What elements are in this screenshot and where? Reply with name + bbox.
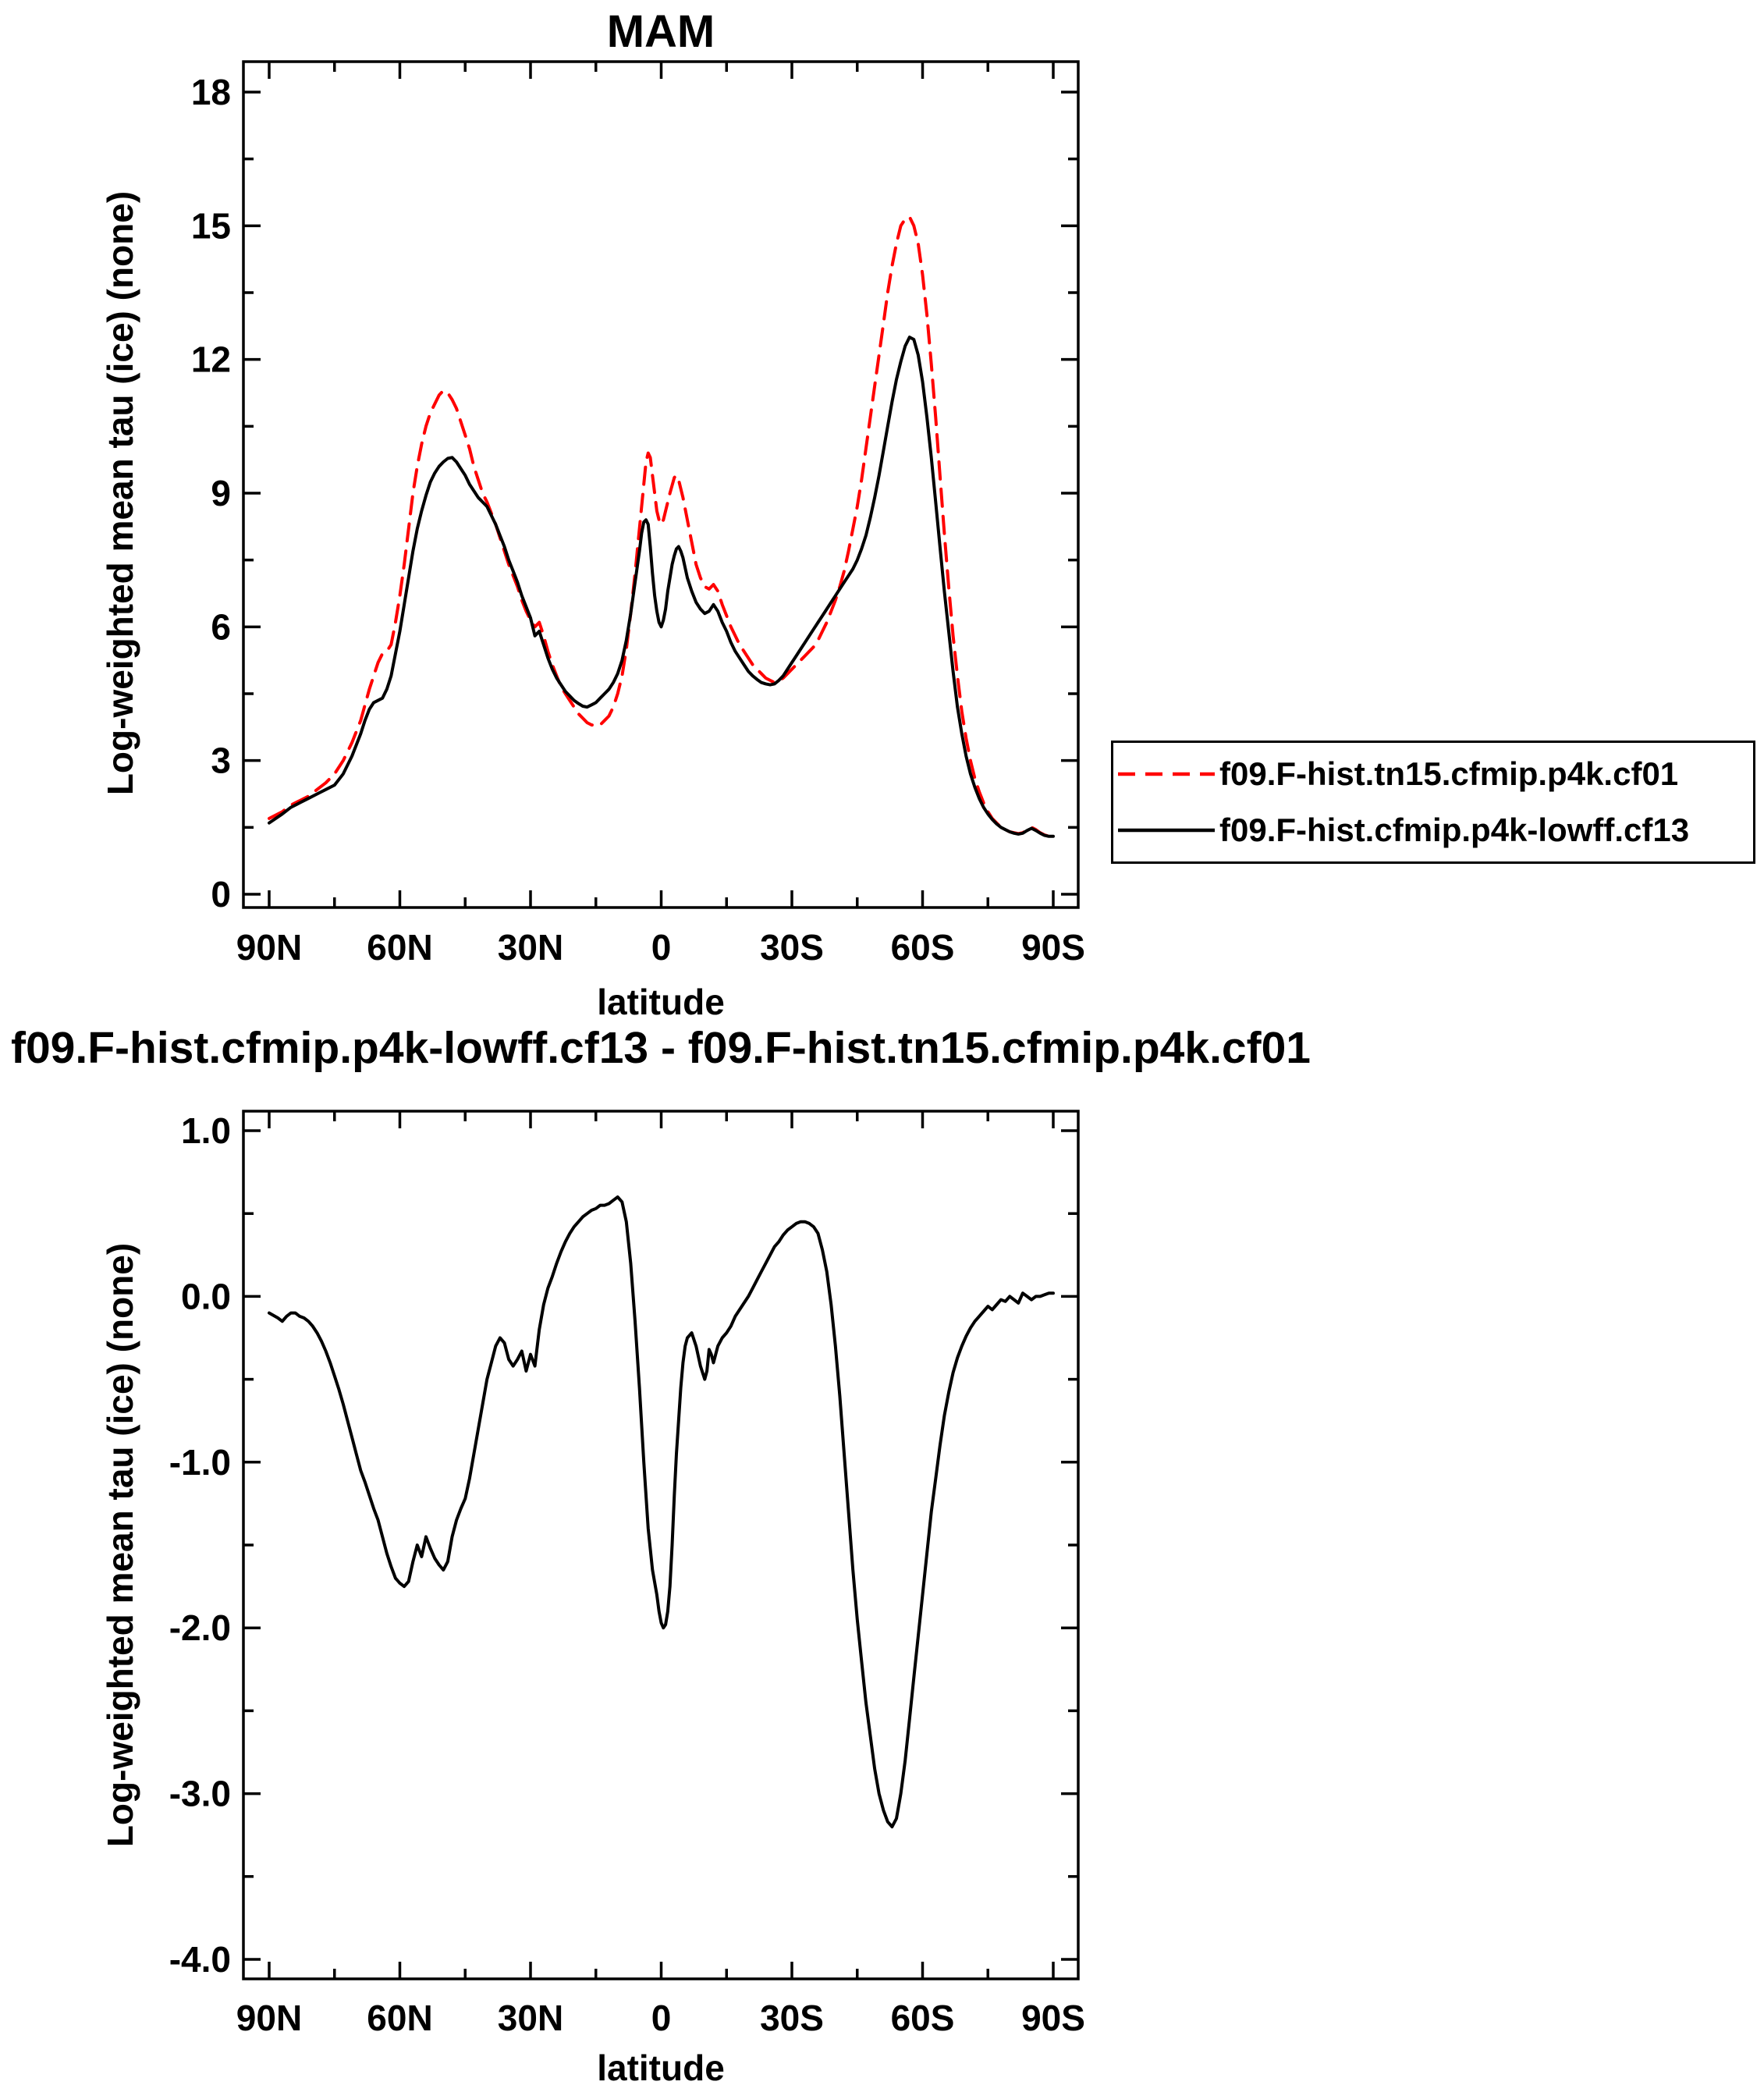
y-axis-title: Log-weighted mean tau (ice) (none) bbox=[100, 1243, 140, 1847]
y-tick-label: 18 bbox=[191, 72, 231, 112]
legend-label-cf13: f09.F-hist.cfmip.p4k-lowff.cf13 bbox=[1219, 812, 1690, 848]
difference-chart: f09.F-hist.cfmip.p4k-lowff.cf13 - f09.F-… bbox=[11, 1023, 1311, 2085]
y-axis-title: Log-weighted mean tau (ice) (none) bbox=[100, 191, 140, 795]
top-chart: MAM 90N 60N 30N 0 30S 60S 90S 0 3 6 9 12 15 18 latitude… bbox=[100, 6, 1085, 1022]
y-tick-label: 9 bbox=[211, 473, 231, 513]
legend: f09.F-hist.tn15.cfmip.p4k.cf01 f09.F-his… bbox=[1111, 741, 1755, 864]
y-tick-label: 15 bbox=[191, 205, 231, 246]
y-tick-label: -4.0 bbox=[169, 1939, 231, 1980]
x-tick-label: 0 bbox=[651, 927, 672, 968]
x-tick-label: 90N bbox=[236, 1998, 302, 2038]
x-tick-label: 30N bbox=[498, 1998, 563, 2038]
plot-frame bbox=[242, 60, 1080, 909]
x-tick-label: 60N bbox=[367, 1998, 432, 2038]
x-tick-label: 30S bbox=[760, 1998, 824, 2038]
legend-entry-cf13: f09.F-hist.cfmip.p4k-lowff.cf13 bbox=[1118, 814, 1748, 847]
y-tick-label: 0 bbox=[211, 874, 231, 915]
x-axis-title: latitude bbox=[597, 982, 725, 1022]
x-tick-label: 90S bbox=[1021, 927, 1085, 968]
x-axis-title: latitude bbox=[597, 2048, 725, 2085]
y-tick-label: -3.0 bbox=[169, 1774, 231, 1814]
x-tick-label: 90N bbox=[236, 927, 302, 968]
series-line bbox=[268, 1195, 1055, 1829]
x-tick-label: 60S bbox=[891, 1998, 955, 2038]
x-tick-label: 90S bbox=[1021, 1998, 1085, 2038]
series-line bbox=[268, 215, 1055, 838]
series-line bbox=[268, 336, 1055, 838]
x-tick-label: 60N bbox=[367, 927, 432, 968]
chart-title: MAM bbox=[607, 6, 715, 57]
y-tick-label: -2.0 bbox=[169, 1607, 231, 1648]
x-tick-label: 30N bbox=[498, 927, 563, 968]
y-tick-label: 1.0 bbox=[181, 1110, 231, 1151]
y-tick-label: 12 bbox=[191, 339, 231, 380]
solid-line-sample bbox=[1118, 828, 1215, 833]
x-tick-label: 0 bbox=[651, 1998, 672, 2038]
legend-entry-cf01: f09.F-hist.tn15.cfmip.p4k.cf01 bbox=[1118, 758, 1748, 790]
y-tick-label: 0.0 bbox=[181, 1276, 231, 1316]
y-tick-label: 6 bbox=[211, 606, 231, 647]
y-tick-label: -1.0 bbox=[169, 1442, 231, 1483]
chart-title: f09.F-hist.cfmip.p4k-lowff.cf13 - f09.F-… bbox=[11, 1023, 1311, 1073]
dashed-line-sample bbox=[1118, 772, 1215, 776]
x-tick-label: 60S bbox=[891, 927, 955, 968]
y-tick-label: 3 bbox=[211, 741, 231, 781]
plot-frame bbox=[242, 1110, 1080, 1980]
legend-label-cf01: f09.F-hist.tn15.cfmip.p4k.cf01 bbox=[1219, 755, 1679, 792]
x-tick-label: 30S bbox=[760, 927, 824, 968]
